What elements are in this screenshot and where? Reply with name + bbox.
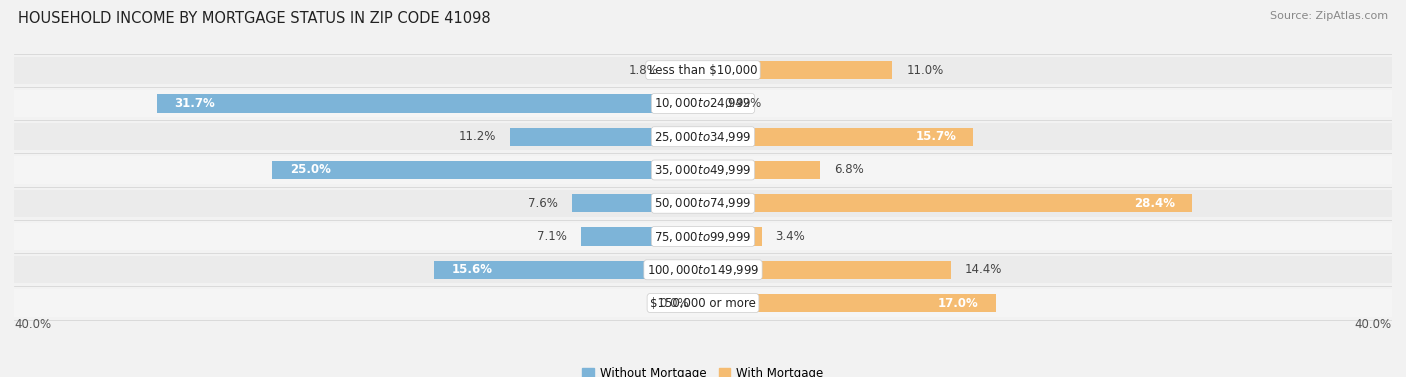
Text: 0.0%: 0.0% [659, 297, 689, 310]
Text: 11.0%: 11.0% [907, 64, 943, 77]
Text: $75,000 to $99,999: $75,000 to $99,999 [654, 230, 752, 244]
Bar [703, 194, 1192, 212]
Text: $10,000 to $24,999: $10,000 to $24,999 [654, 97, 752, 110]
Bar [14, 190, 1392, 217]
Bar [14, 156, 1392, 184]
Text: 40.0%: 40.0% [1355, 318, 1392, 331]
Text: 40.0%: 40.0% [14, 318, 51, 331]
Text: 11.2%: 11.2% [458, 130, 496, 143]
Bar [703, 261, 950, 279]
Bar [703, 94, 710, 113]
Bar [672, 61, 703, 79]
Text: 15.7%: 15.7% [915, 130, 956, 143]
Text: $50,000 to $74,999: $50,000 to $74,999 [654, 196, 752, 210]
Text: 3.4%: 3.4% [775, 230, 806, 243]
Bar [510, 127, 703, 146]
Bar [434, 261, 703, 279]
Bar [703, 294, 995, 312]
Bar [703, 61, 893, 79]
Bar [703, 127, 973, 146]
Text: Less than $10,000: Less than $10,000 [648, 64, 758, 77]
Text: 0.42%: 0.42% [724, 97, 761, 110]
Bar [273, 161, 703, 179]
Text: 6.8%: 6.8% [834, 164, 863, 176]
Text: 15.6%: 15.6% [451, 263, 492, 276]
Text: $35,000 to $49,999: $35,000 to $49,999 [654, 163, 752, 177]
Bar [157, 94, 703, 113]
Text: 7.1%: 7.1% [537, 230, 567, 243]
Text: 25.0%: 25.0% [290, 164, 330, 176]
Text: $100,000 to $149,999: $100,000 to $149,999 [647, 263, 759, 277]
Bar [14, 290, 1392, 317]
Bar [581, 227, 703, 246]
Text: $25,000 to $34,999: $25,000 to $34,999 [654, 130, 752, 144]
Text: 17.0%: 17.0% [938, 297, 979, 310]
Bar [703, 227, 762, 246]
Bar [572, 194, 703, 212]
Bar [14, 57, 1392, 84]
Bar [703, 161, 820, 179]
Text: Source: ZipAtlas.com: Source: ZipAtlas.com [1270, 11, 1388, 21]
Text: 1.8%: 1.8% [628, 64, 658, 77]
Text: $150,000 or more: $150,000 or more [650, 297, 756, 310]
Text: 14.4%: 14.4% [965, 263, 1002, 276]
Text: 7.6%: 7.6% [529, 197, 558, 210]
Legend: Without Mortgage, With Mortgage: Without Mortgage, With Mortgage [578, 362, 828, 377]
Text: 31.7%: 31.7% [174, 97, 215, 110]
Text: HOUSEHOLD INCOME BY MORTGAGE STATUS IN ZIP CODE 41098: HOUSEHOLD INCOME BY MORTGAGE STATUS IN Z… [18, 11, 491, 26]
Bar [14, 223, 1392, 250]
Bar [14, 123, 1392, 150]
Bar [14, 90, 1392, 117]
Text: 28.4%: 28.4% [1133, 197, 1175, 210]
Bar [14, 256, 1392, 284]
